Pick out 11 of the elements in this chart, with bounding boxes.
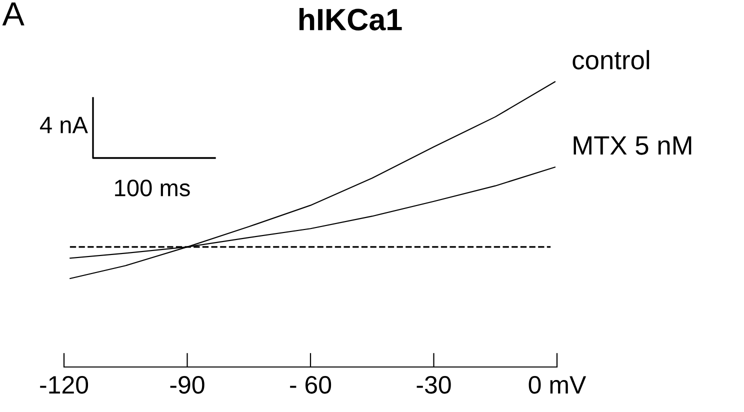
x-tick-label: -90 <box>170 376 204 394</box>
x-tick-label: -120 <box>40 376 88 394</box>
series-label: MTX 5 nM <box>574 136 692 155</box>
annotation: 100 ms <box>115 180 190 196</box>
series-label: control <box>572 50 650 70</box>
annotation: 4 nA <box>40 116 88 134</box>
text: A <box>2 2 24 26</box>
x-tick-label: -30 <box>416 376 451 394</box>
chart-title: hIKCa1 <box>300 8 402 30</box>
x-tick-label: - 60 <box>290 376 332 394</box>
x-tick-label: 0 mV <box>528 376 586 394</box>
